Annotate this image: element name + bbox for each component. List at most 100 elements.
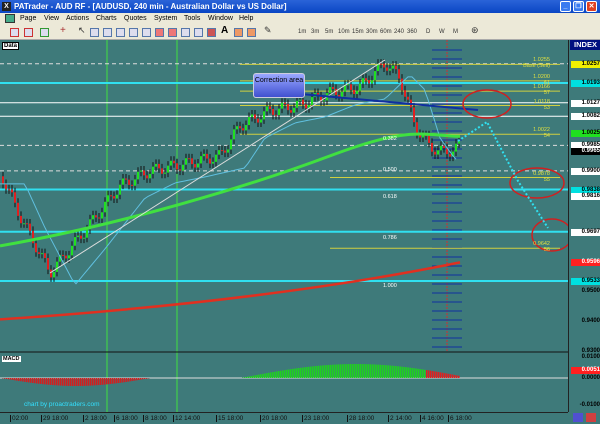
macd-bar — [116, 378, 118, 384]
macd-bar — [338, 364, 340, 378]
macd-bar — [146, 378, 148, 379]
rectangle-tool-icon[interactable] — [155, 28, 164, 37]
macd-bar — [54, 378, 56, 386]
channel-tool-icon[interactable] — [181, 28, 190, 37]
macd-bar — [6, 378, 8, 380]
macd-bar — [302, 367, 304, 378]
chart-icon[interactable] — [40, 28, 49, 37]
menu-help[interactable]: Help — [239, 15, 254, 22]
macd-bar — [122, 378, 124, 383]
tf-240[interactable]: 240 — [394, 29, 405, 35]
candle — [281, 102, 283, 109]
macd-bar — [286, 369, 288, 378]
candle — [32, 230, 34, 244]
layout-icon[interactable] — [573, 413, 583, 422]
candle — [332, 87, 334, 89]
price-label: 1.0025 — [571, 130, 600, 138]
vline-tool-icon[interactable] — [103, 28, 112, 37]
macd-bar — [376, 364, 378, 378]
gann-tool-icon[interactable] — [207, 28, 216, 37]
candle — [398, 69, 400, 79]
macd-bar — [100, 378, 102, 385]
level-label: 1.0022 54 — [533, 127, 550, 140]
macd-bar — [290, 369, 292, 378]
pointer-icon[interactable]: ↖ — [78, 25, 86, 35]
macd-bar — [432, 371, 434, 378]
restore-button[interactable]: ❐ — [573, 1, 584, 12]
macd-bar — [448, 373, 450, 378]
macd-bar — [282, 370, 284, 378]
crosshair-icon[interactable]: + — [60, 25, 66, 36]
macd-bar — [12, 378, 14, 380]
time-label: 4 16:00 — [420, 415, 444, 422]
candle — [200, 156, 202, 164]
fib-ext-icon[interactable] — [247, 28, 256, 37]
macd-bar — [426, 370, 428, 378]
candle — [194, 164, 196, 168]
tf-d[interactable]: D — [426, 29, 431, 35]
menu-tools[interactable]: Tools — [184, 15, 201, 22]
macd-bar — [138, 378, 140, 380]
projection-arrow — [457, 120, 549, 229]
zoom-out-icon[interactable] — [24, 28, 33, 37]
price-chart[interactable] — [0, 40, 568, 412]
price-label: 0.9500 — [581, 287, 600, 294]
menu-quotes[interactable]: Quotes — [124, 15, 147, 22]
tf-30m[interactable]: 30m — [366, 29, 378, 35]
tf-5m[interactable]: 5m — [325, 29, 334, 35]
tf-1m[interactable]: 1m — [298, 29, 307, 35]
trendline-tool-icon[interactable] — [116, 28, 125, 37]
candle — [56, 261, 58, 272]
pen-icon[interactable]: ✎ — [264, 25, 272, 35]
macd-bar — [58, 378, 60, 386]
clock-icon[interactable]: ⊛ — [471, 25, 479, 35]
fib-label: 0.786 — [383, 235, 397, 242]
time-axis[interactable]: 02:00 29 18:00 2 18:00 6 18:00 8 18:00 12 14:… — [0, 412, 568, 424]
menu-charts[interactable]: Charts — [96, 15, 117, 22]
candle — [50, 269, 52, 278]
sma-red — [0, 261, 461, 321]
candle — [191, 158, 193, 165]
fib-levels-icon[interactable] — [234, 28, 243, 37]
candle — [296, 100, 298, 108]
fib-fan-tool-icon[interactable] — [142, 28, 151, 37]
settings-icon[interactable] — [586, 413, 596, 422]
cycle-tool-icon[interactable] — [194, 28, 203, 37]
macd-bar — [450, 374, 452, 378]
menu-system[interactable]: System — [154, 15, 178, 22]
text-tool-icon[interactable]: A — [221, 25, 229, 36]
tf-m[interactable]: M — [453, 29, 458, 35]
close-button[interactable]: ✕ — [586, 1, 597, 12]
candle — [221, 150, 223, 152]
menu-view[interactable]: View — [44, 15, 60, 22]
macd-bar — [360, 364, 362, 378]
macd-bar — [456, 375, 458, 378]
tf-15m[interactable]: 15m — [352, 29, 364, 35]
menu-actions[interactable]: Actions — [66, 15, 89, 22]
candle — [146, 175, 148, 179]
macd-bar — [272, 372, 274, 378]
candle — [8, 189, 10, 191]
candle — [302, 99, 304, 105]
fib-retracement-icon[interactable] — [168, 28, 177, 37]
candle — [113, 196, 115, 199]
hline-tool-icon[interactable] — [90, 28, 99, 37]
candle — [227, 149, 229, 153]
tf-3m[interactable]: 3m — [311, 29, 320, 35]
candle — [440, 145, 442, 151]
tf-w[interactable]: W — [439, 29, 445, 35]
minimize-button[interactable]: _ — [560, 1, 571, 12]
menu-window[interactable]: Window — [208, 15, 233, 22]
candle — [371, 80, 373, 84]
zoom-in-icon[interactable] — [10, 28, 19, 37]
candle — [101, 212, 103, 219]
time-label: 6 18:00 — [448, 415, 472, 422]
tf-60m[interactable]: 60m — [380, 29, 392, 35]
title-bar: X PATrader - AUD RF - [AUDUSD, 240 min - … — [0, 0, 600, 13]
menu-page[interactable]: Page — [20, 15, 37, 22]
fan-tool-icon[interactable] — [129, 28, 138, 37]
macd-bar — [92, 378, 94, 386]
tf-10m[interactable]: 10m — [338, 29, 350, 35]
tf-360[interactable]: 360 — [407, 29, 418, 35]
price-axis[interactable]: INDEX 1.0257 1.0193 1.0127 1.0082 1.0025 0.99… — [568, 40, 600, 412]
